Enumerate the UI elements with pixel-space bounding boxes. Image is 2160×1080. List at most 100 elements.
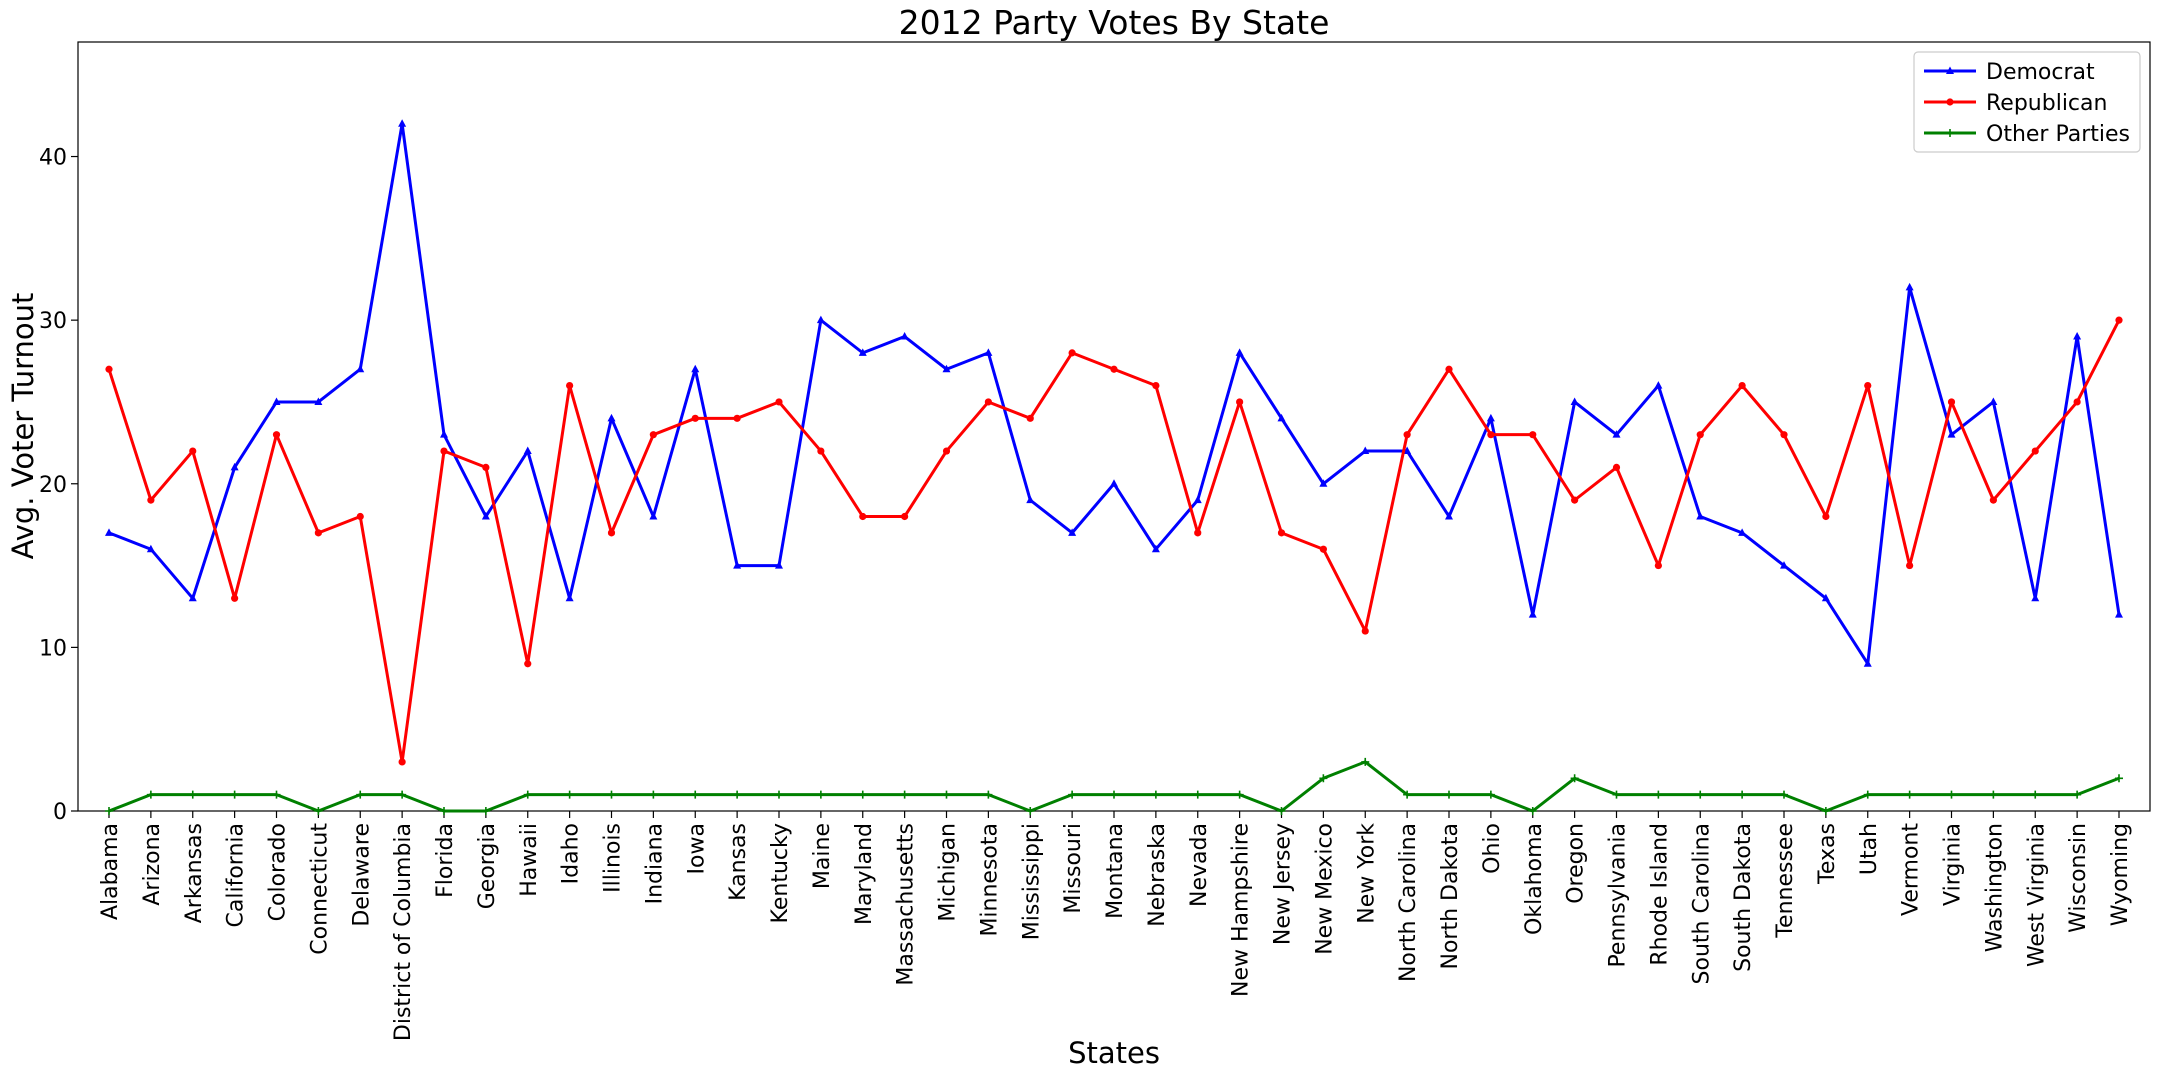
data-point-republican (1319, 545, 1327, 553)
data-point-other-parties (1486, 790, 1495, 799)
data-point-democrat (1193, 495, 1202, 504)
data-point-other-parties (272, 790, 281, 799)
data-point-democrat (1026, 495, 1035, 504)
data-point-democrat (1905, 282, 1914, 291)
data-point-republican (2031, 447, 2039, 455)
data-point-republican (147, 496, 155, 504)
data-point-other-parties (1612, 790, 1621, 799)
data-point-democrat (858, 348, 867, 356)
data-point-democrat (2031, 593, 2040, 602)
data-point-republican (1110, 365, 1118, 373)
x-tick-label: Idaho (559, 823, 584, 884)
data-point-democrat (2115, 610, 2123, 618)
y-tick-label: 20 (39, 473, 67, 498)
data-point-republican (1277, 529, 1286, 537)
data-point-democrat (607, 413, 616, 422)
x-tick-label: Utah (1857, 823, 1882, 875)
data-point-other-parties (398, 790, 407, 799)
data-point-republican (942, 447, 951, 455)
data-point-other-parties (1277, 807, 1286, 815)
data-point-democrat (2073, 332, 2082, 340)
plot-area-frame (77, 41, 2151, 812)
x-tick-label: Arizona (140, 823, 165, 906)
legend-marker-democrat (1946, 66, 1954, 74)
x-tick-label: New York (1354, 823, 1379, 924)
y-tick-label: 0 (53, 800, 67, 825)
data-point-republican (189, 447, 197, 455)
data-point-other-parties (1696, 790, 1705, 799)
data-point-other-parties (1905, 790, 1914, 799)
data-point-other-parties (1821, 807, 1830, 815)
x-tick-label: Oregon (1564, 823, 1589, 904)
legend-marker-other-parties (1946, 129, 1954, 137)
x-tick-label: Montana (1103, 823, 1128, 919)
series-line-democrat (108, 122, 2121, 666)
x-tick-label: West Virginia (2024, 823, 2049, 967)
data-point-other-parties (1738, 790, 1747, 799)
data-point-republican (272, 431, 281, 439)
x-tick-label: Florida (433, 823, 458, 898)
data-point-democrat (188, 593, 197, 602)
data-point-democrat (1947, 430, 1956, 438)
data-point-democrat (1319, 479, 1328, 487)
data-point-republican (1612, 463, 1621, 472)
x-tick-label: District of Columbia (391, 823, 416, 1041)
x-tick-label: Iowa (684, 823, 709, 874)
data-point-other-parties (1570, 774, 1579, 783)
legend-label-democrat: Democrat (1986, 60, 2095, 85)
x-tick-label: California (224, 823, 249, 927)
data-point-other-parties (733, 790, 742, 799)
data-point-other-parties (1193, 790, 1202, 799)
data-point-republican (1152, 381, 1160, 390)
data-point-republican (1236, 398, 1244, 406)
data-point-other-parties (230, 790, 239, 799)
data-point-republican (984, 398, 992, 406)
chart-title: 2012 Party Votes By State (899, 3, 1330, 42)
data-point-democrat (146, 544, 155, 553)
data-point-other-parties (607, 790, 616, 799)
data-point-democrat (1738, 528, 1747, 536)
data-point-democrat (1821, 593, 1830, 602)
data-point-other-parties (1445, 790, 1453, 799)
x-tick-label: Colorado (266, 823, 291, 921)
data-point-other-parties (1110, 790, 1118, 799)
x-tick-label: Minnesota (977, 823, 1002, 937)
data-point-republican (1068, 349, 1076, 357)
data-point-other-parties (565, 790, 574, 799)
data-point-republican (231, 594, 239, 602)
data-point-republican (1864, 381, 1872, 390)
data-point-republican (1738, 381, 1746, 390)
data-point-democrat (1570, 397, 1579, 405)
data-point-republican (1696, 431, 1704, 439)
data-point-republican (1947, 398, 1956, 406)
legend: Democrat Republican Other Parties (1913, 51, 2141, 153)
y-axis-label: Avg. Voter Turnout (6, 293, 40, 560)
data-point-republican (398, 758, 406, 766)
data-point-democrat (314, 397, 323, 405)
data-point-democrat (733, 561, 742, 569)
data-point-democrat (1403, 446, 1412, 455)
data-point-democrat (1612, 430, 1621, 438)
data-point-democrat (1654, 381, 1663, 389)
data-point-other-parties (775, 790, 783, 799)
data-point-republican (859, 512, 867, 521)
data-point-republican (1780, 431, 1788, 439)
x-tick-label: North Carolina (1396, 823, 1421, 982)
series-layer (105, 119, 2123, 815)
data-point-republican (1487, 431, 1495, 439)
data-point-other-parties (816, 790, 825, 799)
data-point-other-parties (858, 790, 867, 799)
data-point-democrat (523, 446, 532, 455)
x-tick-label: Maryland (852, 823, 877, 925)
data-point-other-parties (1528, 807, 1537, 815)
data-point-democrat (1235, 348, 1244, 356)
data-point-other-parties (188, 790, 197, 799)
data-point-democrat (942, 364, 951, 373)
series-other-parties (105, 757, 2123, 815)
data-point-republican (1906, 561, 1914, 570)
x-tick-label: New Mexico (1312, 823, 1337, 955)
legend-marker-republican (1946, 98, 1954, 106)
data-point-republican (1445, 365, 1453, 373)
data-point-republican (1403, 431, 1411, 439)
legend-frame (1913, 51, 2141, 153)
